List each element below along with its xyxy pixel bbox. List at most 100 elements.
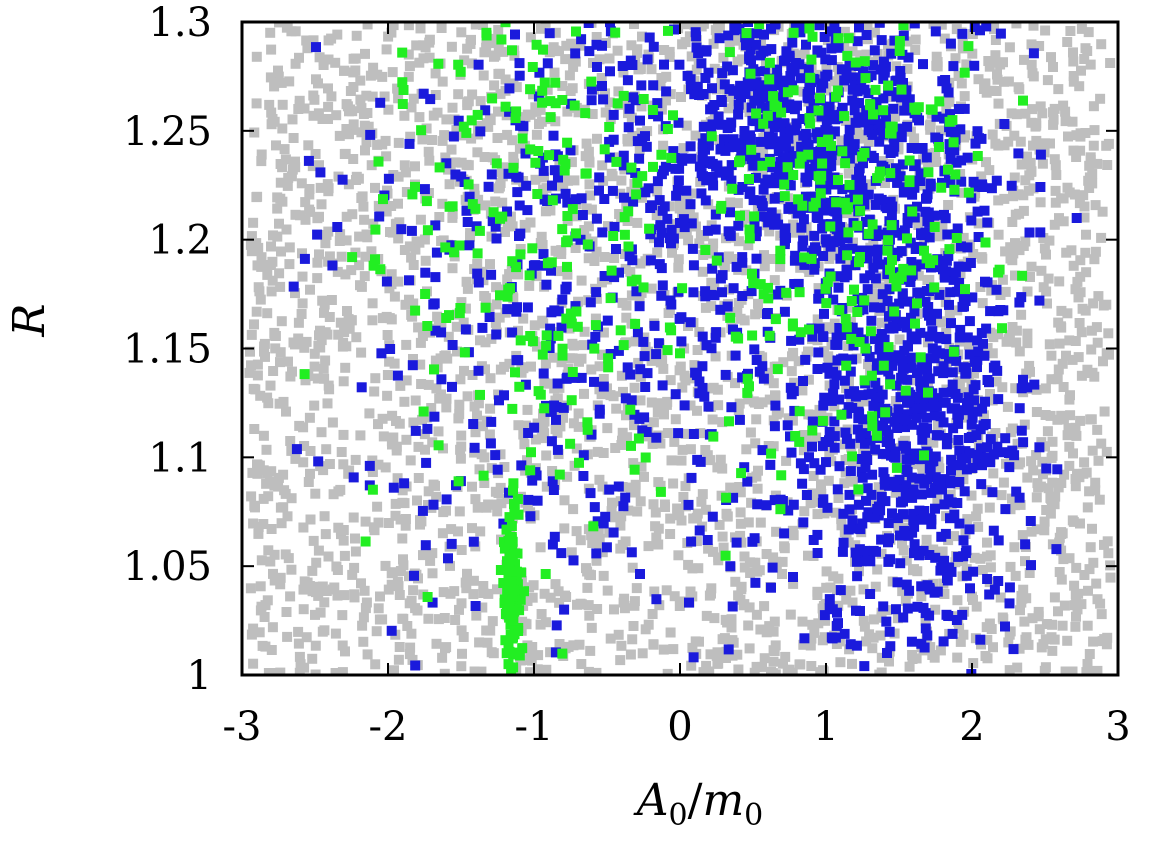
scatter-point-series-1 [498, 46, 509, 57]
scatter-point-series-1 [735, 507, 746, 518]
scatter-point-series-2 [773, 146, 784, 157]
scatter-point-series-1 [700, 445, 711, 455]
scatter-point-series-1 [412, 495, 422, 506]
scatter-point-series-1 [386, 201, 397, 211]
scatter-point-series-1 [620, 263, 631, 274]
scatter-point-series-1 [297, 271, 308, 282]
scatter-point-series-2 [733, 184, 744, 195]
scatter-point-series-1 [768, 441, 779, 452]
scatter-point-series-2 [688, 652, 699, 663]
scatter-point-series-1 [425, 327, 436, 338]
scatter-point-series-1 [990, 428, 1001, 438]
scatter-point-series-1 [748, 396, 759, 407]
scatter-point-series-1 [661, 585, 672, 596]
scatter-point-series-2 [516, 460, 527, 471]
scatter-point-series-2 [645, 255, 656, 266]
scatter-point-series-1 [269, 480, 280, 491]
scatter-point-series-2 [376, 348, 387, 359]
scatter-point-series-1 [1022, 151, 1032, 162]
scatter-point-series-2 [862, 483, 873, 494]
scatter-point-series-2 [632, 327, 643, 338]
scatter-point-series-2 [642, 54, 653, 65]
scatter-point-series-2 [821, 104, 832, 115]
scatter-point-series-1 [319, 307, 329, 318]
scatter-point-series-2 [502, 206, 512, 217]
scatter-point-series-3 [775, 245, 786, 256]
scatter-point-series-1 [319, 511, 330, 522]
scatter-point-series-1 [761, 627, 772, 638]
scatter-point-series-1 [674, 203, 685, 214]
scatter-point-series-1 [485, 625, 496, 636]
scatter-point-series-1 [1020, 634, 1031, 645]
scatter-point-series-1 [465, 39, 476, 49]
scatter-point-series-3 [807, 31, 818, 42]
scatter-point-series-2 [801, 39, 811, 50]
scatter-point-series-2 [862, 512, 873, 523]
scatter-point-series-2 [898, 612, 909, 623]
scatter-point-series-1 [583, 221, 594, 232]
scatter-point-series-1 [659, 409, 669, 420]
scatter-point-series-2 [898, 30, 909, 41]
scatter-point-series-1 [890, 487, 901, 498]
scatter-point-series-2 [970, 138, 981, 149]
scatter-point-series-2 [837, 184, 848, 195]
scatter-point-series-1 [384, 313, 395, 324]
scatter-point-series-2 [312, 229, 323, 240]
scatter-point-series-1 [755, 624, 766, 635]
scatter-point-series-1 [382, 330, 393, 340]
scatter-point-series-1 [416, 379, 427, 389]
scatter-point-series-1 [349, 562, 360, 573]
scatter-point-series-1 [676, 92, 686, 102]
scatter-point-series-1 [319, 597, 330, 608]
scatter-point-series-1 [466, 58, 477, 69]
scatter-point-series-1 [971, 601, 982, 612]
scatter-point-series-1 [461, 276, 472, 287]
scatter-point-series-1 [456, 625, 467, 636]
scatter-point-series-2 [907, 419, 918, 430]
scatter-point-series-1 [1057, 358, 1068, 369]
scatter-point-series-1 [777, 569, 787, 579]
scatter-point-series-1 [928, 22, 939, 29]
scatter-point-series-2 [779, 306, 790, 317]
scatter-point-series-1 [539, 377, 550, 388]
scatter-point-series-2 [533, 91, 544, 102]
scatter-point-series-1 [1049, 154, 1060, 165]
scatter-point-series-2 [902, 121, 913, 132]
scatter-point-series-2 [919, 478, 930, 489]
scatter-point-series-2 [829, 379, 840, 390]
scatter-point-series-1 [937, 546, 948, 557]
scatter-point-series-1 [944, 96, 955, 107]
scatter-point-series-1 [536, 609, 547, 619]
scatter-point-series-2 [690, 367, 701, 378]
scatter-point-series-2 [605, 66, 615, 77]
scatter-point-series-2 [618, 150, 629, 161]
scatter-point-series-2 [953, 418, 964, 429]
scatter-point-series-1 [771, 526, 782, 537]
scatter-point-series-2 [769, 219, 780, 230]
scatter-point-series-1 [613, 629, 624, 640]
scatter-point-series-2 [653, 338, 664, 349]
scatter-point-series-2 [835, 253, 846, 264]
scatter-point-series-1 [648, 639, 659, 650]
scatter-point-series-2 [710, 332, 721, 343]
scatter-point-series-2 [962, 332, 973, 343]
scatter-point-series-1 [490, 196, 501, 207]
scatter-point-series-1 [1047, 450, 1058, 461]
scatter-point-series-2 [972, 449, 983, 460]
scatter-point-series-1 [414, 237, 425, 248]
scatter-point-series-2 [428, 499, 439, 510]
scatter-point-series-1 [368, 218, 379, 229]
scatter-point-series-2 [924, 217, 935, 228]
scatter-point-series-2 [939, 113, 950, 124]
scatter-point-series-1 [554, 639, 565, 649]
scatter-point-series-1 [485, 373, 496, 384]
scatter-point-series-1 [757, 661, 768, 672]
scatter-point-series-2 [706, 289, 716, 300]
scatter-point-series-2 [959, 301, 969, 312]
scatter-point-series-2 [494, 395, 504, 406]
scatter-point-series-2 [653, 111, 664, 122]
scatter-point-series-1 [845, 476, 856, 487]
scatter-point-series-1 [1002, 401, 1013, 412]
scatter-point-series-2 [942, 573, 952, 583]
scatter-point-series-2 [797, 478, 808, 489]
